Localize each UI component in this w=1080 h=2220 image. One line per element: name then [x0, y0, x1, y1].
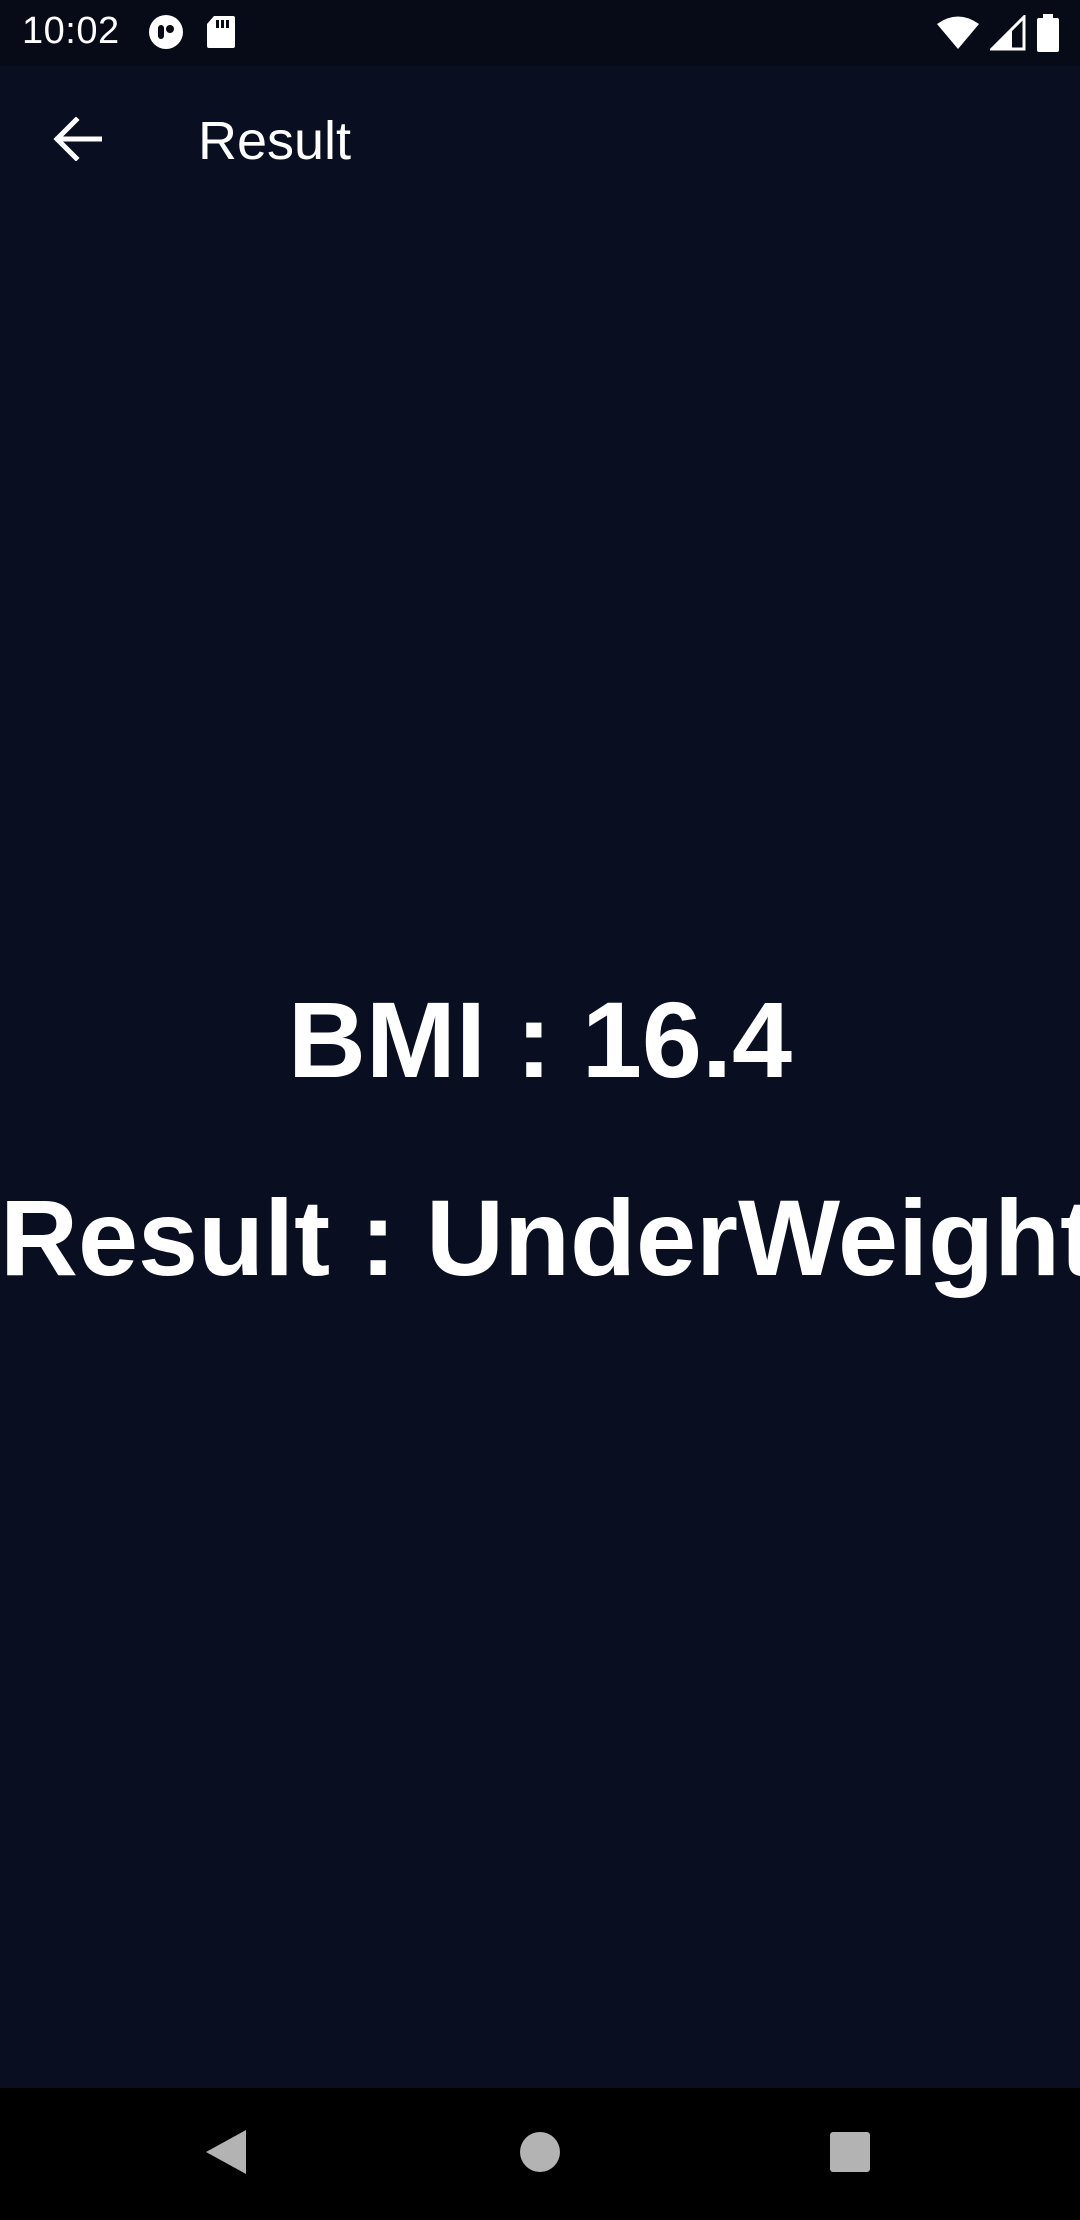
arrow-back-icon: [52, 115, 103, 166]
cell-signal-icon: [988, 13, 1026, 56]
cloud-app-icon: [148, 14, 184, 55]
back-button[interactable]: [40, 104, 114, 178]
result-content: BMI : 16.4 Result : UnderWeight: [0, 980, 1080, 1298]
status-time: 10:02: [22, 10, 120, 52]
status-right-icons: [936, 13, 1060, 57]
home-circle-icon: [519, 2131, 561, 2178]
battery-icon: [1036, 14, 1060, 57]
bmi-category-text: Result : UnderWeight: [0, 1177, 1080, 1298]
nav-home-button[interactable]: [508, 2122, 572, 2186]
recents-square-icon: [829, 2131, 871, 2178]
nav-recents-button[interactable]: [818, 2122, 882, 2186]
wifi-icon: [936, 15, 980, 56]
page-title: Result: [198, 111, 352, 171]
status-left-icons: [148, 14, 236, 55]
system-nav-bar: [0, 2088, 1080, 2220]
back-triangle-icon: [204, 2128, 248, 2181]
app-bar: Result: [0, 66, 1080, 222]
sd-card-icon: [206, 15, 236, 54]
status-bar: 10:02: [0, 0, 1080, 66]
bmi-value-text: BMI : 16.4: [287, 979, 793, 1100]
nav-back-button[interactable]: [194, 2122, 258, 2186]
